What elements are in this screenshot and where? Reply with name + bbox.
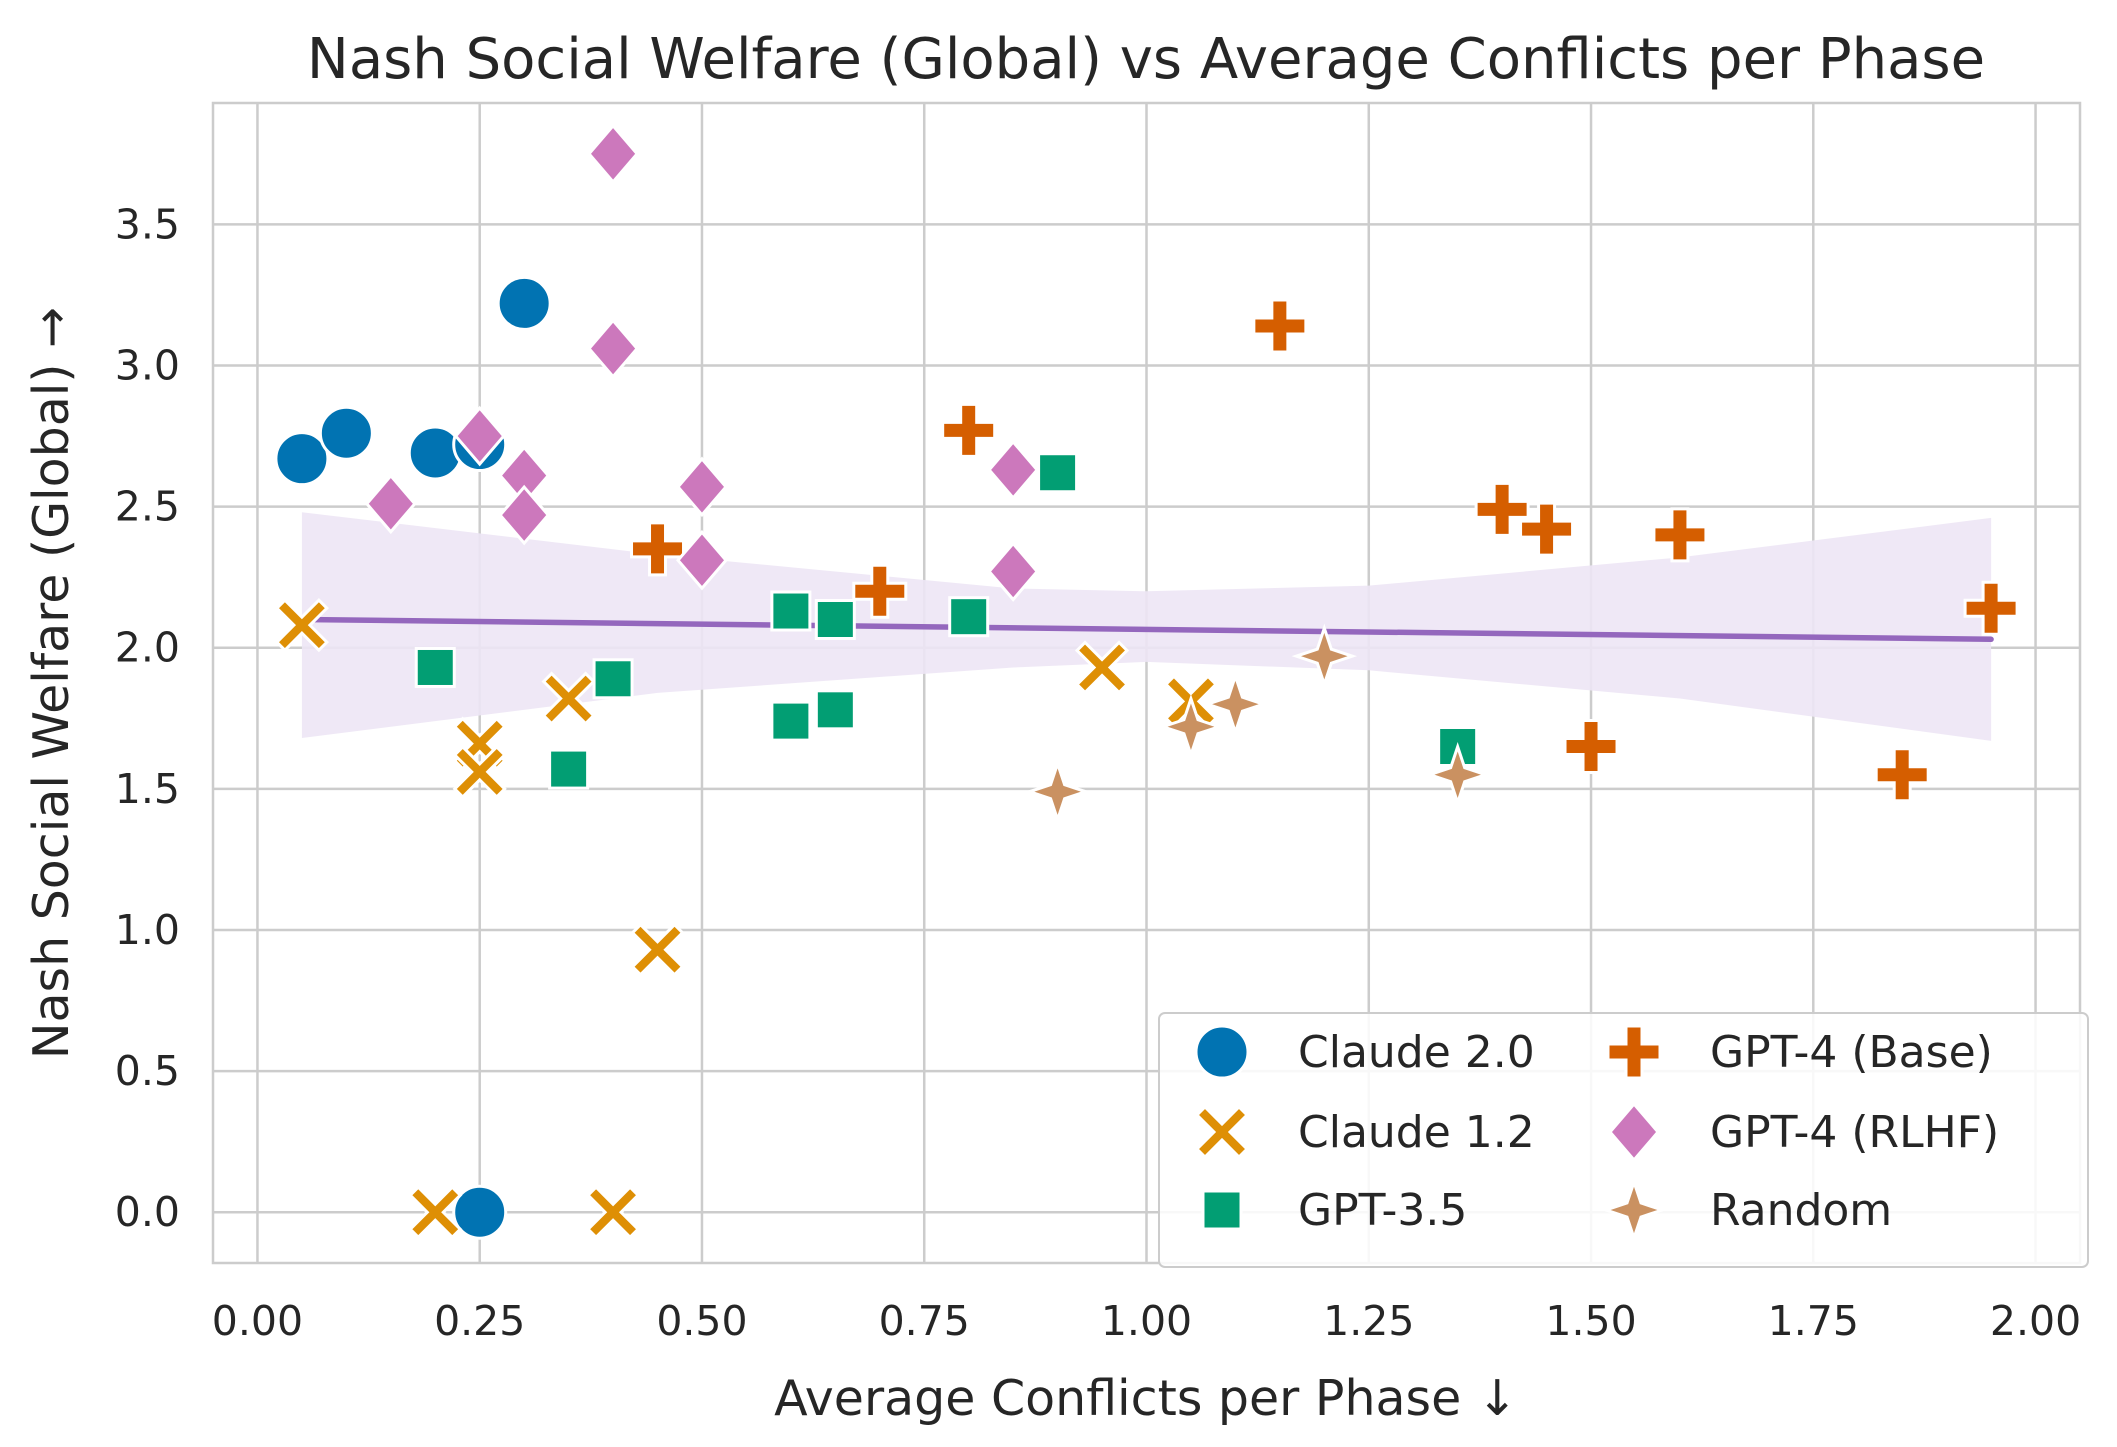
legend-marker-gpt-4-rlhf [1608,1101,1660,1163]
x-tick-label: 0.00 [212,1297,303,1345]
confidence-band [301,512,1992,741]
claude-1-2-point [630,922,685,977]
claude-2-0-point [318,405,374,461]
gpt-4-rlhf-point [987,439,1040,501]
gpt-3-5-point [548,748,590,790]
gpt-4-base-point [1963,580,2019,636]
x-tick-label: 1.50 [1545,1297,1636,1345]
gpt-4-rlhf-point [453,405,506,467]
y-axis-label: Nash Social Welfare (Global) → [23,307,80,1059]
x-tick-label: 2.00 [1990,1297,2081,1345]
random-point [1202,671,1269,737]
gpt-4-base-point [1563,719,1619,775]
regression-line [299,616,1994,643]
legend-label: GPT-3.5 [1298,1185,1467,1236]
gpt-3-5-point [414,646,456,688]
gpt-4-base-point [1652,507,1708,563]
gpt-4-rlhf-point [987,541,1040,602]
y-tick-label: 0.5 [115,1047,180,1095]
legend-label: Random [1710,1185,1892,1236]
random-point [1158,694,1224,760]
x-tick-label: 1.25 [1323,1297,1414,1345]
gpt-4-rlhf-point [676,456,728,518]
gpt-4-rlhf-point [676,529,728,591]
legend-marker-claude-2-0 [1194,1024,1250,1080]
gpt-3-5-point [770,590,812,632]
legend-marker-random [1601,1177,1667,1243]
gpt-4-base-point [1252,298,1308,354]
claude-1-2-point [408,1185,463,1240]
claude-2-0-point [452,1184,508,1240]
claude-1-2-point [274,598,330,653]
gpt-3-5-point [814,689,856,731]
y-tick-label: 1.0 [115,906,180,954]
legend-marker-gpt-3-5 [1201,1189,1243,1231]
series-claude-2-0 [274,275,552,1240]
y-tick-label: 3.5 [115,200,180,248]
legend-label: GPT-4 (Base) [1710,1027,1993,1078]
series-gpt-4-rlhf [364,123,1040,602]
y-tick-label: 0.0 [115,1188,180,1236]
claude-1-2-point [1074,640,1130,695]
y-tick-label: 1.5 [115,765,180,813]
legend-entry-gpt-3-5: GPT-3.5 [1201,1185,1467,1236]
x-tick-label: 0.25 [434,1297,525,1345]
x-tick-label: 1.00 [1101,1297,1192,1345]
series-random [1024,623,1491,825]
claude-2-0-point [274,431,330,487]
legend-marker-gpt-4-base [1606,1024,1662,1080]
gpt-3-5-point [592,658,634,700]
gpt-4-base-point [941,402,997,458]
legend: Claude 2.0 Claude 1.2 GPT-3.5 GPT-4 (Base) G… [1158,1012,2089,1268]
legend-label: GPT-4 (RLHF) [1710,1107,1999,1158]
legend-label: Claude 2.0 [1298,1027,1535,1078]
y-tick-label: 2.5 [115,483,180,531]
gpt-4-rlhf-point [587,318,640,379]
x-tick-label: 0.50 [656,1297,747,1345]
series-claude-1-2 [274,598,1219,1240]
claude-1-2-point [585,1185,641,1240]
x-tick-labels: 0.00 0.25 0.50 0.75 1.00 1.25 1.50 1.75 2.00 [212,1297,2081,1345]
random-point [1291,623,1358,689]
legend-entry-claude-2-0: Claude 2.0 [1194,1024,1535,1080]
x-axis-label: Average Conflicts per Phase ↓ [774,1370,1518,1427]
legend-entry-random: Random [1601,1177,1892,1243]
gpt-4-rlhf-point [498,484,551,546]
series-gpt-3-5 [414,452,1479,790]
gpt-4-rlhf-point [364,473,417,535]
legend-entry-gpt-4-base: GPT-4 (Base) [1606,1024,1993,1080]
claude-1-2-point [541,671,596,726]
y-tick-labels: 0.0 0.5 1.0 1.5 2.0 2.5 3.0 3.5 [115,200,180,1236]
legend-label: Claude 1.2 [1298,1107,1535,1158]
gpt-3-5-point [814,598,856,640]
claude-1-2-point [452,744,507,800]
x-tick-label: 1.75 [1768,1297,1859,1345]
plot-frame [211,101,2082,1265]
x-tick-label: 0.75 [879,1297,970,1345]
series-gpt-4-base [630,298,2019,803]
legend-entry-gpt-4-rlhf: GPT-4 (RLHF) [1608,1101,1999,1163]
legend-entry-claude-1-2: Claude 1.2 [1194,1104,1535,1160]
gpt-4-base-point [1519,501,1575,557]
gpt-4-base-point [630,521,686,577]
claude-2-0-point [496,275,552,331]
legend-marker-claude-1-2 [1194,1104,1250,1160]
regression-line-layer [299,616,1994,643]
y-tick-label: 2.0 [115,624,180,672]
random-point [1024,758,1091,825]
gpt-4-base-point [852,563,908,619]
y-tick-label: 3.0 [115,341,180,389]
chart-title: Nash Social Welfare (Global) vs Average … [307,27,1985,92]
gpt-3-5-point [948,596,990,638]
gpt-4-base-point [1474,481,1530,537]
claude-2-0-point [407,425,463,481]
confidence-band-layer [301,512,1992,741]
random-point [1424,741,1491,808]
gpt-3-5-point [1037,452,1079,494]
gpt-3-5-point [770,700,812,742]
gpt-4-rlhf-point [587,123,640,185]
gpt-4-base-point [1874,747,1930,803]
data-points [274,123,2019,1240]
